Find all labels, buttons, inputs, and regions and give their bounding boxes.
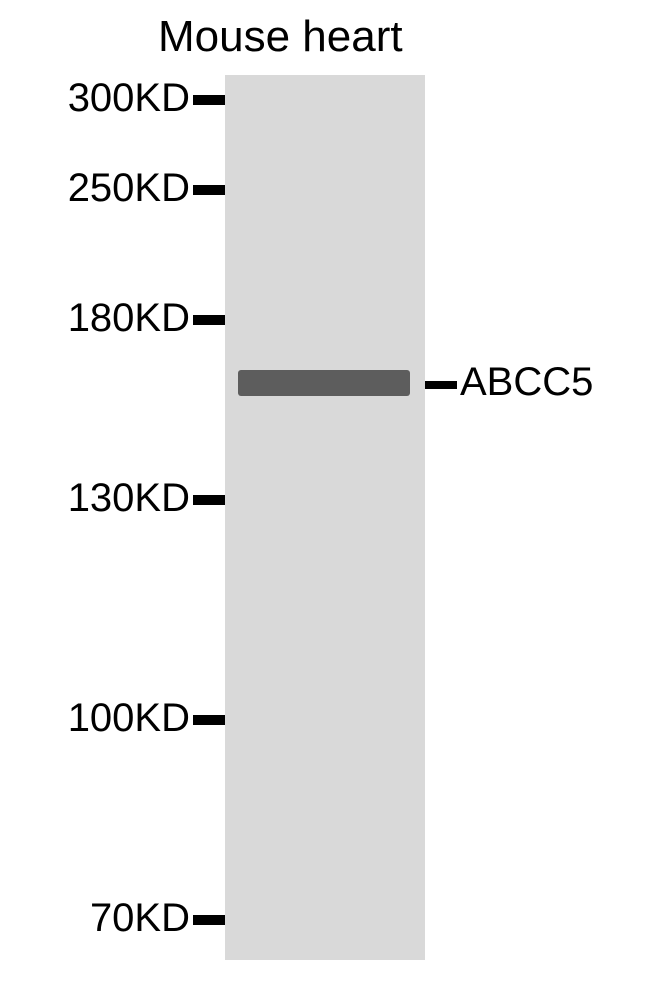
marker-tick <box>193 185 225 195</box>
target-tick <box>425 381 457 389</box>
marker-label: 250KD <box>30 166 190 211</box>
marker-tick <box>193 715 225 725</box>
blot-lane <box>225 75 425 960</box>
marker-tick <box>193 95 225 105</box>
sample-label: Mouse heart <box>158 12 403 62</box>
marker-label: 180KD <box>30 296 190 341</box>
target-band <box>238 370 410 396</box>
western-blot-figure: Mouse heart 300KD 250KD 180KD 130KD 100K… <box>0 0 650 989</box>
marker-tick <box>193 915 225 925</box>
marker-label: 70KD <box>30 896 190 941</box>
target-label: ABCC5 <box>460 360 593 405</box>
marker-tick <box>193 495 225 505</box>
marker-label: 300KD <box>30 76 190 121</box>
marker-tick <box>193 315 225 325</box>
marker-label: 130KD <box>30 476 190 521</box>
marker-label: 100KD <box>30 696 190 741</box>
